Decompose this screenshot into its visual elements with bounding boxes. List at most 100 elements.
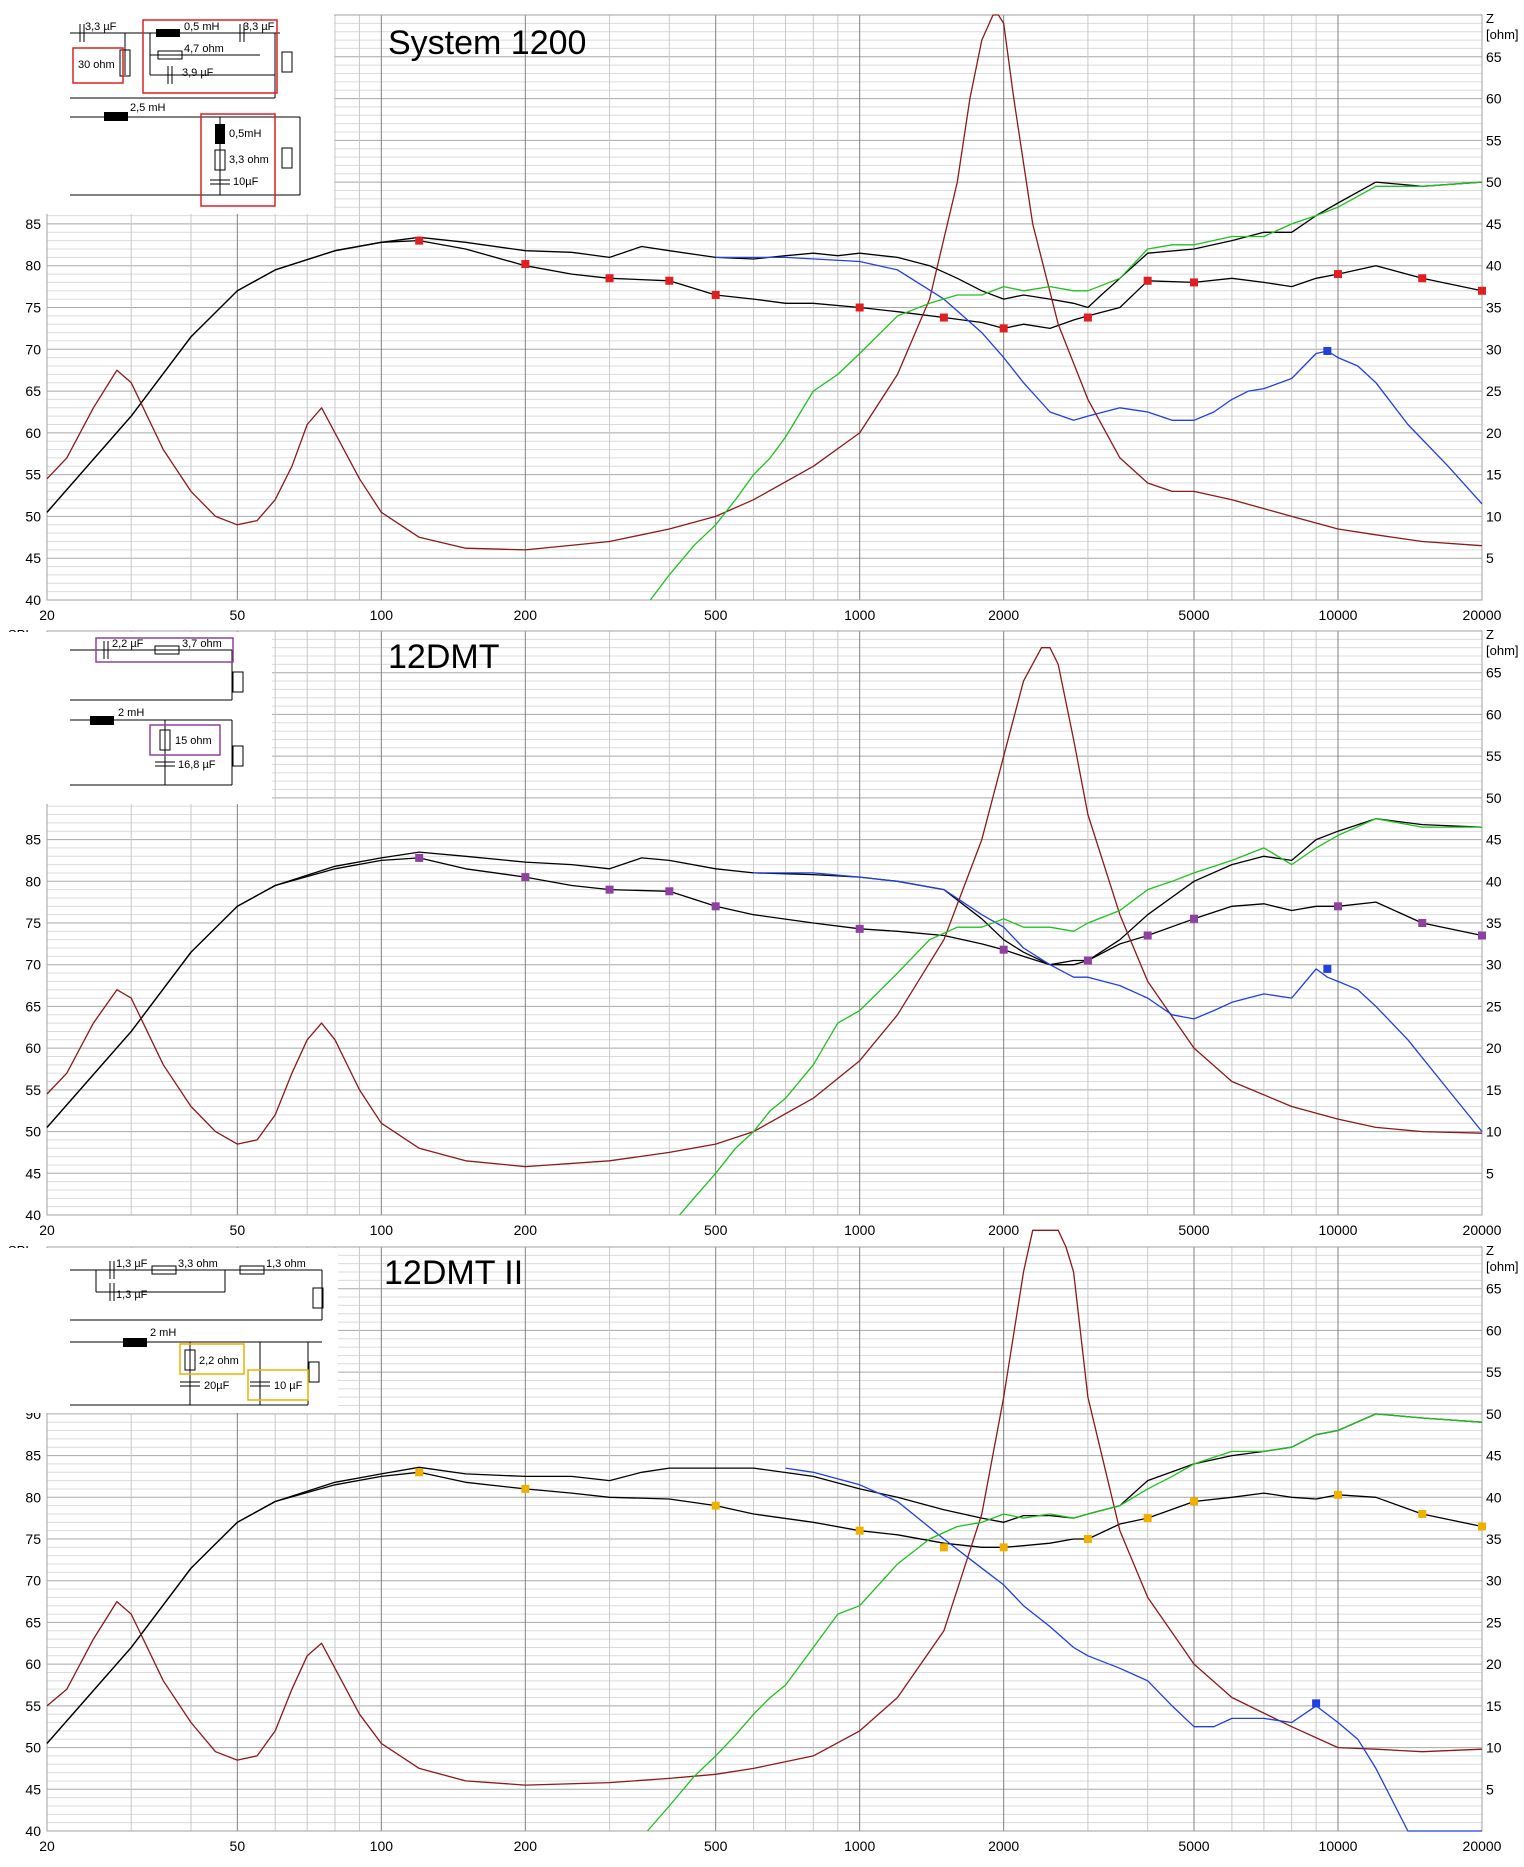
x-tick-label: 10000 — [1319, 1838, 1358, 1854]
data-marker — [1143, 276, 1152, 285]
y-axis-label-right: Z — [1486, 1243, 1494, 1258]
data-marker — [939, 313, 948, 322]
data-marker — [1334, 1490, 1343, 1499]
y-tick-label-right: 40 — [1486, 1489, 1502, 1505]
y-tick-label-left: 55 — [25, 1698, 41, 1714]
y-tick-label-left: 45 — [25, 550, 41, 566]
y-tick-label-right: 25 — [1486, 1614, 1502, 1630]
schematic-label: 3,3 ohm — [178, 1258, 218, 1270]
data-marker — [521, 873, 530, 882]
schematic-label: 1,3 ohm — [266, 1258, 306, 1270]
schematic-label: 0,5mH — [229, 128, 261, 140]
x-tick-label: 20000 — [1463, 1838, 1502, 1854]
x-tick-label: 100 — [370, 1838, 394, 1854]
schematic-label: 30 ohm — [78, 59, 115, 71]
schematic-label: 2 mH — [118, 707, 144, 719]
schematic-label: 15 ohm — [175, 735, 212, 747]
y-tick-label-left: 80 — [25, 258, 41, 274]
crossover-schematic: 1,3 µF 3,3 ohm 1,3 ohm 1,3 µF 2 mH 2,2 o… — [0, 1248, 338, 1413]
data-marker — [1083, 313, 1092, 322]
schematic-label: 2,2 µF — [112, 638, 144, 650]
y-tick-label-right: 5 — [1486, 1165, 1494, 1181]
x-tick-label: 10000 — [1319, 1222, 1358, 1238]
x-tick-label: 5000 — [1178, 1222, 1209, 1238]
data-marker — [1312, 1699, 1321, 1708]
data-marker — [665, 276, 674, 285]
chart-panel-system-1200: 20 50 100 200 500 1000 2000 5000 10000 20000 10 5 10… — [0, 0, 1519, 623]
y-axis-label-right: [ohm] — [1486, 1259, 1519, 1274]
data-marker — [1478, 286, 1486, 295]
data-marker — [855, 303, 864, 312]
y-tick-label-left: 75 — [25, 1531, 41, 1547]
y-tick-label-left: 60 — [25, 1040, 41, 1056]
y-tick-label-left: 40 — [25, 592, 41, 608]
y-tick-label-right: 55 — [1486, 1364, 1502, 1380]
series-line-0 — [46, 181, 1483, 513]
y-tick-label-right: 55 — [1486, 132, 1502, 148]
crossover-schematic: 3,3 µF 0,5 mH 3,3 µF 4,7 ohm 30 ohm 3,9 … — [0, 0, 334, 214]
x-tick-label: 200 — [514, 1222, 538, 1238]
data-marker — [855, 1526, 864, 1535]
x-tick-label: 1000 — [844, 1222, 875, 1238]
schematic-label: 2,5 mH — [130, 102, 166, 114]
y-tick-label-right: 35 — [1486, 915, 1502, 931]
data-marker — [1323, 346, 1332, 355]
x-tick-label: 2000 — [988, 1838, 1019, 1854]
y-tick-label-right: 10 — [1486, 1740, 1502, 1756]
y-tick-label-left: 45 — [25, 1781, 41, 1797]
y-tick-label-left: 75 — [25, 300, 41, 316]
data-marker — [999, 945, 1008, 954]
y-tick-label-left: 45 — [25, 1165, 41, 1181]
schematic-label: 10 µF — [274, 1380, 303, 1392]
data-marker — [1190, 1497, 1199, 1506]
data-marker — [1334, 270, 1343, 279]
y-tick-label-right: 35 — [1486, 1531, 1502, 1547]
x-tick-label: 5000 — [1178, 607, 1209, 623]
x-tick-label: 200 — [514, 607, 538, 623]
schematic-label: 4,7 ohm — [184, 43, 224, 55]
y-tick-label-left: 70 — [25, 957, 41, 973]
x-tick-label: 500 — [704, 1222, 728, 1238]
axes: 2050100200500100020005000100002000010510… — [8, 11, 1519, 623]
x-tick-label: 1000 — [844, 607, 875, 623]
y-tick-label-left: 70 — [25, 1573, 41, 1589]
axes: 2050100200500100020005000100002000010510… — [8, 627, 1519, 1238]
y-tick-label-right: 50 — [1486, 174, 1502, 190]
curves — [46, 14, 1483, 601]
data-marker — [855, 924, 864, 933]
markers — [415, 1468, 1486, 1708]
y-tick-label-right: 65 — [1486, 49, 1502, 65]
series-line-1 — [46, 857, 1483, 1128]
schematic-label: 3,9 µF — [182, 67, 214, 79]
schematic-label: 0,5 mH — [184, 21, 220, 33]
schematic-label: 10µF — [233, 176, 259, 188]
data-marker — [415, 1468, 424, 1477]
data-marker — [1323, 964, 1332, 973]
y-tick-label-left: 65 — [25, 1614, 41, 1630]
data-marker — [1418, 919, 1427, 927]
y-tick-label-left: 60 — [25, 1656, 41, 1672]
series-line-2 — [46, 1229, 1483, 1786]
data-marker — [521, 1484, 530, 1493]
series-line-2 — [46, 14, 1483, 551]
data-marker — [605, 274, 614, 283]
x-tick-label: 100 — [370, 1222, 394, 1238]
y-tick-label-right: 60 — [1486, 91, 1502, 107]
x-tick-label: 20 — [39, 1838, 55, 1854]
y-tick-label-right: 15 — [1486, 1698, 1502, 1714]
y-tick-label-right: 65 — [1486, 665, 1502, 681]
schematic-label: 3,3 µF — [243, 21, 275, 33]
schematic-label: 3,3 ohm — [229, 154, 269, 166]
data-marker — [1190, 914, 1199, 923]
data-marker — [1418, 274, 1427, 283]
markers — [415, 853, 1486, 973]
data-marker — [1083, 1535, 1092, 1543]
data-marker — [1418, 1509, 1427, 1518]
y-tick-label-left: 40 — [25, 1823, 41, 1839]
series-line-1 — [46, 239, 1483, 513]
x-tick-label: 20000 — [1463, 607, 1502, 623]
data-marker — [1334, 902, 1343, 911]
y-tick-label-right: 25 — [1486, 998, 1502, 1014]
curves — [46, 1229, 1483, 1832]
y-tick-label-right: 45 — [1486, 832, 1502, 848]
